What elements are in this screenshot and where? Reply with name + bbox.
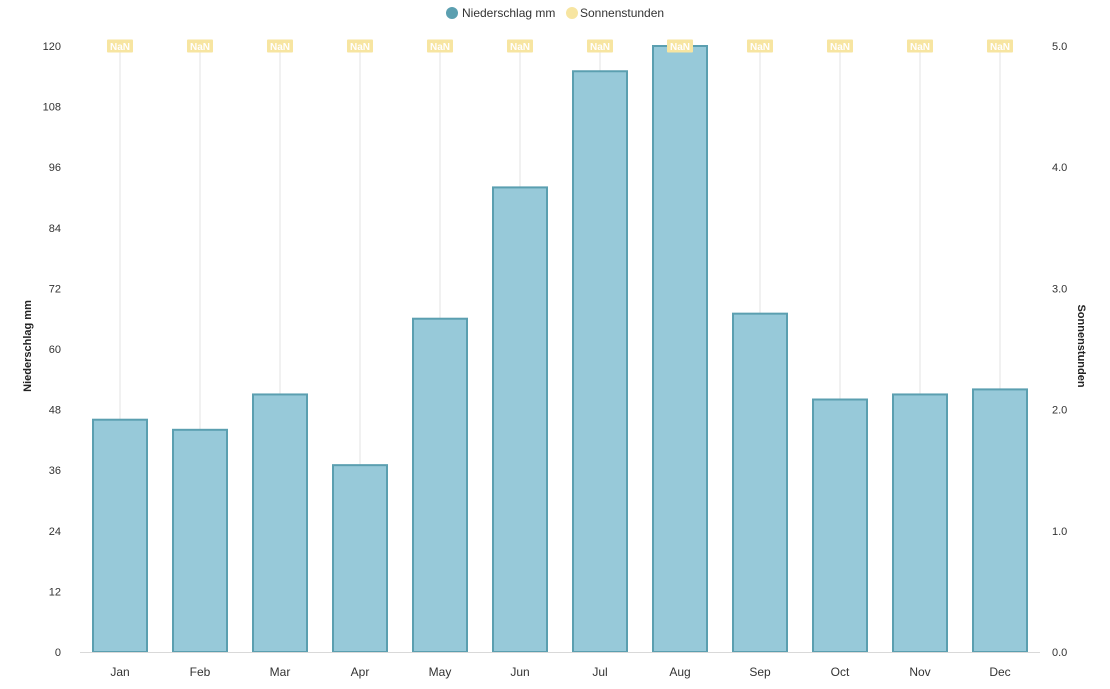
sunshine-data-label: NaN — [190, 42, 210, 53]
x-tick-label: Aug — [669, 665, 690, 679]
y-left-tick-label: 96 — [49, 162, 61, 174]
sunshine-data-label: NaN — [350, 42, 370, 53]
chart-legend: Niederschlag mm Sonnenstunden — [446, 6, 664, 20]
sunshine-label-box — [347, 39, 373, 53]
y-right-tick-label: 3.0 — [1052, 283, 1067, 295]
sunshine-label-box — [667, 39, 693, 53]
legend-item-precipitation[interactable]: Niederschlag mm — [446, 6, 555, 20]
x-tick-label: May — [429, 665, 452, 679]
x-tick-label: Oct — [831, 665, 850, 679]
y-left-tick-label: 60 — [49, 344, 61, 356]
legend-sunshine-label: Sonnenstunden — [580, 6, 664, 20]
sunshine-label-box — [907, 39, 933, 53]
legend-precipitation-swatch — [446, 7, 458, 19]
precipitation-bar-oct[interactable] — [812, 398, 868, 653]
legend-sunshine-swatch — [566, 7, 578, 19]
x-tick-label: Jun — [510, 665, 529, 679]
sunshine-data-label: NaN — [590, 42, 610, 53]
y-left-tick-label: 48 — [49, 405, 61, 417]
sunshine-data-label: NaN — [110, 42, 130, 53]
x-tick-label: Jan — [110, 665, 129, 679]
sunshine-label-box — [827, 39, 853, 53]
sunshine-label-box — [267, 39, 293, 53]
precipitation-bar-aug[interactable] — [652, 45, 708, 653]
y-left-tick-label: 24 — [49, 526, 61, 538]
x-tick-label: Sep — [749, 665, 771, 679]
sunshine-data-label: NaN — [830, 42, 850, 53]
precipitation-bar-may[interactable] — [412, 317, 468, 653]
precipitation-bar-nov[interactable] — [892, 393, 948, 653]
precipitation-bars — [92, 45, 1028, 654]
precipitation-bar-apr[interactable] — [332, 464, 388, 653]
x-tick-label: Mar — [270, 665, 291, 679]
sunshine-label-box — [507, 39, 533, 53]
legend-precipitation-label: Niederschlag mm — [462, 6, 555, 20]
y-left-tick-label: 12 — [49, 586, 61, 598]
precipitation-bar-feb[interactable] — [172, 428, 228, 653]
x-tick-label: Jul — [592, 665, 607, 679]
sunshine-label-box — [987, 39, 1013, 53]
sunshine-data-label: NaN — [990, 42, 1010, 53]
sunshine-data-label: NaN — [430, 42, 450, 53]
sunshine-data-label: NaN — [270, 42, 290, 53]
y-axis-left-ticks: 0 12 24 36 48 60 72 84 96 108 120 — [43, 41, 61, 659]
y-axis-left-title: Niederschlag mm — [22, 300, 34, 392]
sunshine-label-box — [187, 39, 213, 53]
x-tick-label: Feb — [190, 665, 211, 679]
y-left-tick-label: 84 — [49, 223, 61, 235]
sunshine-data-labels: NaN NaN NaN NaN NaN NaN NaN NaN NaN NaN NaN NaN — [107, 39, 1013, 53]
precipitation-bar-mar[interactable] — [252, 393, 308, 653]
x-tick-label: Nov — [909, 665, 930, 679]
sunshine-data-label: NaN — [750, 42, 770, 53]
y-left-tick-label: 120 — [43, 41, 61, 53]
y-right-tick-label: 1.0 — [1052, 526, 1067, 538]
x-axis-labels: Jan Feb Mar Apr May Jun Jul Aug Sep Oct Nov Dec — [110, 665, 1010, 679]
y-axis-right-ticks: 0.0 1.0 2.0 3.0 4.0 5.0 — [1052, 41, 1067, 659]
y-right-tick-label: 2.0 — [1052, 405, 1067, 417]
sunshine-data-label: NaN — [510, 42, 530, 53]
legend-item-sunshine[interactable]: Sonnenstunden — [566, 6, 664, 20]
y-left-tick-label: 108 — [43, 102, 61, 114]
sunshine-label-box — [107, 39, 133, 53]
sunshine-label-box — [427, 39, 453, 53]
y-right-tick-label: 4.0 — [1052, 162, 1067, 174]
precipitation-bar-jun[interactable] — [492, 186, 548, 653]
y-left-tick-label: 36 — [49, 465, 61, 477]
sunshine-data-label: NaN — [910, 42, 930, 53]
sunshine-data-label: NaN — [670, 42, 690, 53]
y-axis-right-title: Sonnenstunden — [1075, 304, 1087, 387]
sunshine-label-box — [587, 39, 613, 53]
x-tick-label: Dec — [989, 665, 1010, 679]
y-left-tick-label: 72 — [49, 283, 61, 295]
y-right-tick-label: 5.0 — [1052, 41, 1067, 53]
precipitation-bar-jul[interactable] — [572, 70, 628, 653]
y-left-tick-label: 0 — [55, 647, 61, 659]
precipitation-bar-jan[interactable] — [92, 418, 148, 654]
sunshine-label-box — [747, 39, 773, 53]
precipitation-bar-dec[interactable] — [972, 388, 1028, 653]
precipitation-bar-sep[interactable] — [732, 312, 788, 653]
y-right-tick-label: 0.0 — [1052, 647, 1067, 659]
x-tick-label: Apr — [351, 665, 370, 679]
